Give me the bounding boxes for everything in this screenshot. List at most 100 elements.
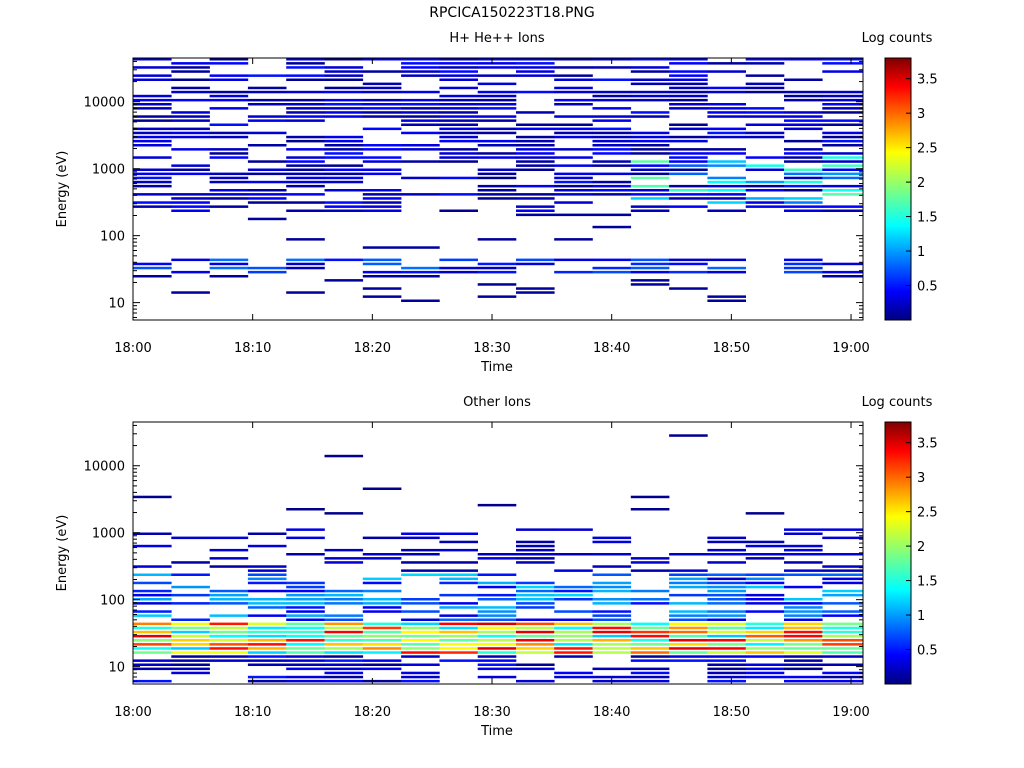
heatmap-cell <box>554 622 593 626</box>
heatmap-cell <box>745 189 785 192</box>
heatmap-cell <box>286 119 325 122</box>
heatmap-cell <box>630 626 670 630</box>
heatmap-cell <box>286 610 325 613</box>
heatmap-cell <box>745 651 785 654</box>
heatmap-cell <box>516 168 555 171</box>
heatmap-cell <box>822 103 864 106</box>
heatmap-cell <box>554 90 593 94</box>
heatmap-cell <box>247 602 287 605</box>
heatmap-cell <box>286 593 325 597</box>
heatmap-cell <box>324 279 364 282</box>
heatmap-cell <box>324 679 364 683</box>
heatmap-cell <box>630 508 670 511</box>
colorbar-tick-label: 2.5 <box>917 142 938 157</box>
heatmap-cell <box>439 135 478 139</box>
heatmap-cell <box>784 160 823 163</box>
heatmap-cell <box>784 205 823 208</box>
heatmap-cell <box>592 225 632 229</box>
heatmap-cell <box>362 536 402 540</box>
heatmap-cell <box>554 598 593 601</box>
heatmap-cell <box>707 655 746 658</box>
heatmap-cell <box>171 655 210 658</box>
heatmap-cell <box>707 148 746 151</box>
heatmap-cell <box>439 139 478 143</box>
heatmap-cell <box>324 655 364 658</box>
heatmap-cell <box>784 111 823 114</box>
heatmap-cell <box>171 585 210 589</box>
heatmap-cell <box>592 180 632 184</box>
heatmap-cell <box>784 602 823 605</box>
heatmap-cell <box>401 176 440 180</box>
heatmap-cell <box>133 94 172 98</box>
heatmap-cell <box>784 152 823 155</box>
heatmap-cell <box>516 618 555 621</box>
heatmap-cell <box>247 589 287 593</box>
heatmap-cell <box>439 573 478 576</box>
heatmap-cell <box>592 553 632 556</box>
heatmap-cell <box>822 622 864 626</box>
heatmap-cell <box>477 675 517 679</box>
heatmap-cell <box>630 131 670 135</box>
heatmap-cell <box>133 180 172 184</box>
heatmap-cell <box>477 598 517 601</box>
heatmap-cell <box>707 561 746 564</box>
heatmap-cell <box>477 659 517 662</box>
heatmap-cell <box>516 557 555 560</box>
heatmap-cell <box>669 569 708 572</box>
hplus-panel: H+ He++ Ions 18:00 18:10 18:20 18:30 18:40 18… <box>55 31 938 375</box>
heatmap-cell <box>516 197 555 200</box>
heatmap-cell <box>516 626 555 630</box>
heatmap-cell <box>324 144 364 147</box>
heatmap-cell <box>477 119 517 122</box>
heatmap-cell <box>707 602 746 605</box>
heatmap-cell <box>630 647 670 650</box>
heatmap-cell <box>745 639 785 642</box>
heatmap-cell <box>477 94 517 98</box>
heatmap-cell <box>133 614 172 617</box>
heatmap-cell <box>286 663 325 666</box>
x-tick-label: 18:50 <box>713 341 750 356</box>
heatmap-cell <box>286 581 325 585</box>
heatmap-cell <box>822 168 864 171</box>
heatmap-cell <box>477 643 517 646</box>
heatmap-cell <box>630 258 670 262</box>
heatmap-cell <box>822 630 864 634</box>
heatmap-cell <box>439 630 478 634</box>
heatmap-cell <box>477 651 517 654</box>
heatmap-cell <box>401 639 440 642</box>
heatmap-cell <box>171 593 210 597</box>
heatmap-cell <box>171 115 210 118</box>
heatmap-cell <box>247 614 287 617</box>
heatmap-cell <box>822 189 864 192</box>
heatmap-cell <box>247 606 287 609</box>
heatmap-cell <box>630 643 670 646</box>
heatmap-cell <box>516 152 555 155</box>
heatmap-cell <box>324 107 364 110</box>
colorbar-ticks: 0.5 1 1.5 2 2.5 3 3.5 <box>906 437 938 659</box>
heatmap-cell <box>745 622 785 626</box>
heatmap-cell <box>209 643 249 646</box>
heatmap-cell <box>247 160 287 163</box>
heatmap-cell <box>822 655 864 658</box>
heatmap-cell <box>707 86 746 90</box>
heatmap-cell <box>286 78 325 81</box>
heatmap-cell <box>171 111 210 114</box>
heatmap-cell <box>401 111 440 114</box>
heatmap-cell <box>171 131 210 135</box>
heatmap-cell <box>630 94 670 98</box>
heatmap-cell <box>745 135 785 139</box>
heatmap-cell <box>784 262 823 266</box>
heatmap-cell <box>554 569 593 572</box>
other-ions-panel: Other Ions 18:00 18:10 18:20 18:30 18:40 18:5… <box>55 395 938 739</box>
heatmap-cell <box>362 82 402 86</box>
heatmap-cell <box>822 107 864 110</box>
x-axis-label: Time <box>480 724 513 739</box>
heatmap-cell <box>247 217 287 221</box>
heatmap-cell <box>630 205 670 208</box>
heatmap-cell <box>707 581 746 585</box>
heatmap-cell <box>592 585 632 589</box>
heatmap-cell <box>477 176 517 180</box>
heatmap-cell <box>401 103 440 106</box>
heatmap-cell <box>592 540 632 544</box>
heatmap-cell <box>630 164 670 167</box>
